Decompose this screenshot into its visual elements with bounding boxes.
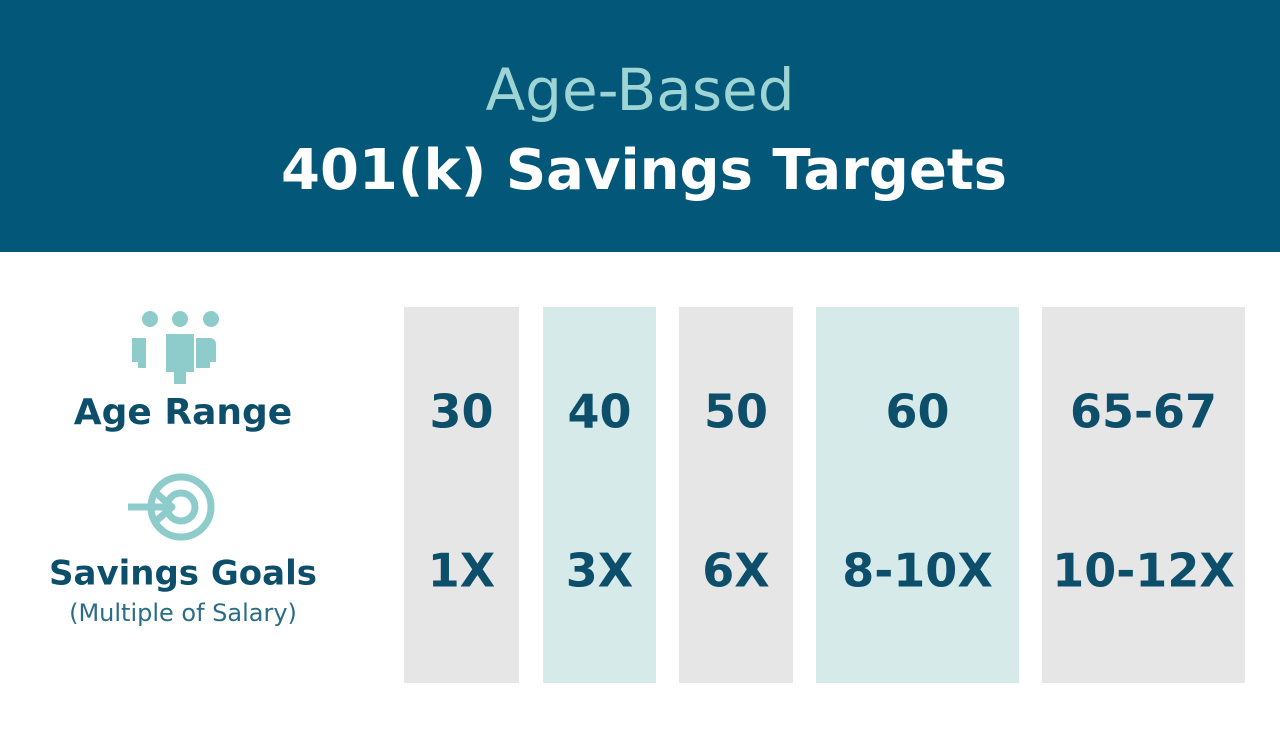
target-icon: [128, 473, 215, 541]
row-label: Age Range: [74, 392, 292, 433]
column-box: [1042, 307, 1245, 683]
age-value: 30: [429, 385, 493, 439]
age-value: 65-67: [1070, 385, 1217, 439]
age-value: 60: [885, 385, 949, 439]
header-band: [0, 0, 1280, 252]
column-box: [543, 307, 656, 683]
column-box: [679, 307, 793, 683]
goal-value: 10-12X: [1052, 544, 1235, 598]
goal-value: 1X: [428, 544, 495, 598]
title-line1: Age-Based: [485, 56, 794, 124]
age-value: 40: [567, 385, 631, 439]
people-icon: [132, 311, 219, 384]
goal-value: 3X: [566, 544, 633, 598]
column-box: [404, 307, 519, 683]
goal-value: 8-10X: [842, 544, 993, 598]
goal-value: 6X: [702, 544, 769, 598]
column-box: [816, 307, 1019, 683]
row-label-note: (Multiple of Salary): [69, 599, 297, 627]
row-label: Savings Goals: [49, 554, 317, 594]
age-value: 50: [704, 385, 768, 439]
title-line2: 401(k) Savings Targets: [281, 138, 1007, 203]
